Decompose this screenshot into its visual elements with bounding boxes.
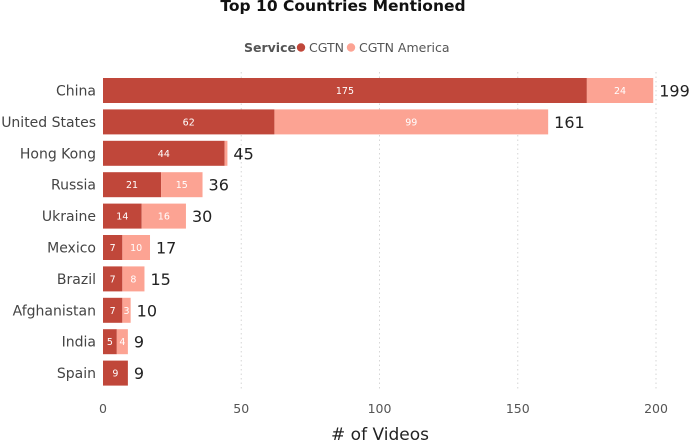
bar-ukraine-cgtn [103,203,142,229]
total-label-china: 199 [659,82,690,101]
bar-ukraine-cgtn-america [141,203,186,229]
bar-ukraine-cgtn-value-label: 14 [116,212,128,223]
bar-china-cgtn-america [586,78,654,103]
y-axis-labels: China United States Hong Kong Russia Ukraine… [1,84,96,383]
y-label-ukraine: Ukraine [42,209,96,225]
legend-marker-cgtn [296,43,306,52]
bar-spain-cgtn [103,360,128,386]
y-label-spain: Spain [57,366,96,382]
bar-india-cgtn-value-label: 5 [107,337,113,348]
y-label-afghanistan: Afghanistan [13,303,96,319]
bar-brazil-cgtn-value-label: 7 [110,274,116,285]
bar-russia-cgtn-america-value-label: 15 [176,180,188,191]
bar-china-cgtn-america-value-label: 24 [614,86,626,97]
total-label-mexico: 17 [156,239,176,258]
bar-hong-kong-cgtn [103,140,225,166]
bar-united-states-cgtn-america-value-label: 99 [405,117,417,128]
bar-mexico-cgtn [103,235,123,260]
bar-mexico-cgtn-america-value-label: 10 [130,243,142,254]
x-tick-label-200: 200 [644,401,668,416]
legend-title: Service [244,40,296,55]
bar-afghanistan-cgtn-america [122,297,131,323]
bar-afghanistan-cgtn-america-value-label: 3 [123,306,129,317]
bar-united-states-cgtn [103,109,275,135]
total-label-ukraine: 30 [192,207,212,226]
bar-afghanistan-cgtn-value-label: 7 [110,306,116,317]
bar-spain-cgtn-value-label: 9 [112,369,118,380]
bar-china-cgtn-value-label: 175 [336,86,354,97]
total-label-hong-kong: 45 [233,144,253,163]
x-tick-label-50: 50 [233,401,249,416]
legend-label-cgtn: CGTN [309,40,344,55]
x-tick-label-150: 150 [506,401,530,416]
bar-ukraine-cgtn-america-value-label: 16 [158,212,170,223]
total-label-russia: 36 [209,176,229,195]
y-label-india: India [62,335,96,351]
total-label-united-states: 161 [554,113,585,132]
bar-russia-cgtn [103,172,162,198]
bar-brazil-cgtn-america [122,266,145,292]
bar-mexico-cgtn-america [122,235,151,260]
y-label-china: China [56,84,96,100]
x-axis-tick-labels: 0 50 100 150 200 [99,401,668,416]
legend-label-cgtn-america: CGTN America [359,40,450,55]
bar-mexico-cgtn-value-label: 7 [110,243,116,254]
bar-india-cgtn-america [116,329,128,355]
total-label-india: 9 [134,333,144,352]
bar-china-cgtn [103,78,587,103]
x-axis-title: # of Videos [331,425,429,441]
legend: Service CGTN CGTN America [244,40,450,55]
bar-hong-kong-cgtn-value-label: 44 [158,149,170,160]
bar-united-states-cgtn-america [274,109,549,135]
chart-title: Top 10 Countries Mentioned [220,0,465,15]
bar-india-cgtn-america-value-label: 4 [119,337,125,348]
x-tick-label-100: 100 [368,401,392,416]
bar-russia-cgtn-value-label: 21 [126,180,138,191]
x-tick-label-0: 0 [99,401,107,416]
y-label-russia: Russia [51,178,96,194]
y-label-united-states: United States [1,115,96,131]
bar-india-cgtn [103,329,117,355]
bar-united-states-cgtn-value-label: 62 [183,117,195,128]
total-label-brazil: 15 [150,270,170,289]
total-label-afghanistan: 10 [137,301,157,320]
y-label-hong-kong: Hong Kong [20,146,96,162]
bar-afghanistan-cgtn [103,297,123,323]
bar-brazil-cgtn [103,266,123,292]
bar-russia-cgtn-america [161,172,203,198]
bar-hong-kong-cgtn-america [224,140,228,166]
y-label-brazil: Brazil [57,272,96,288]
total-label-spain: 9 [134,364,144,383]
bar-brazil-cgtn-america-value-label: 8 [130,274,136,285]
legend-marker-cgtn-america [346,43,356,52]
y-label-mexico: Mexico [47,241,96,257]
